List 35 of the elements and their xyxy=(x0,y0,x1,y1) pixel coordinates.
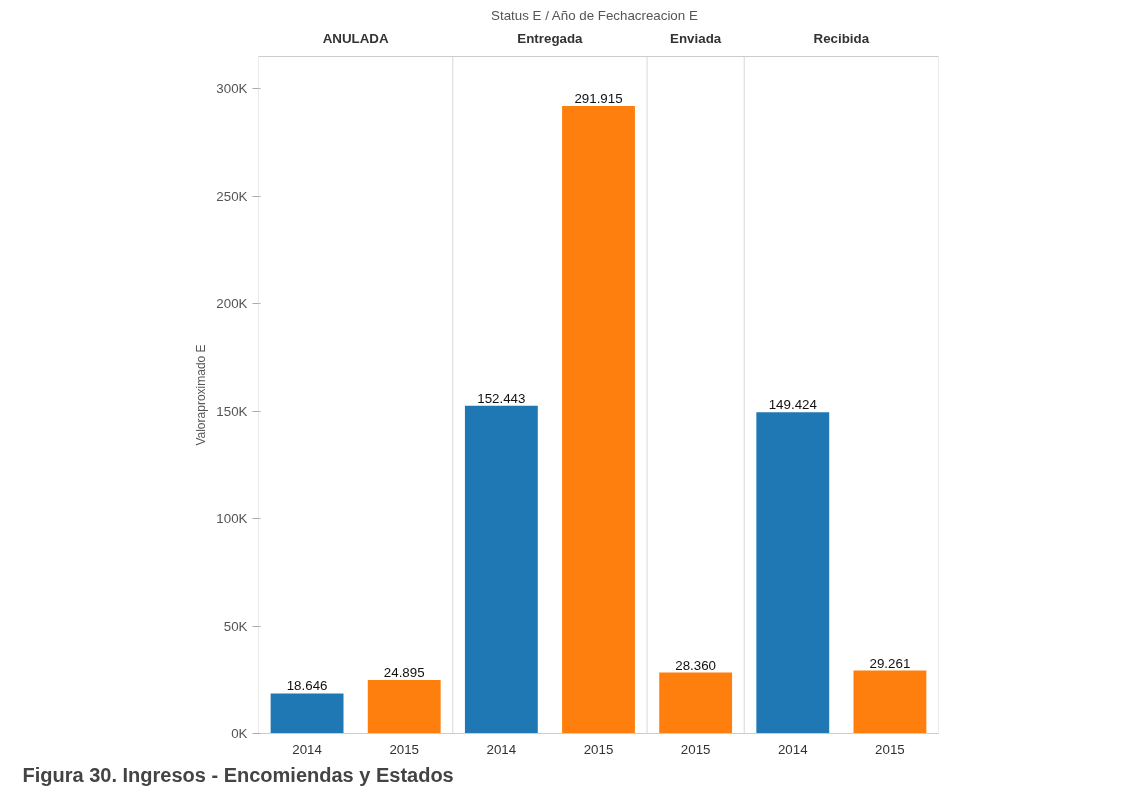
y-axis-title: Valoraproximado E xyxy=(194,344,209,446)
y-tick-label: 250K xyxy=(216,188,248,204)
y-tick-label: 50K xyxy=(223,618,248,634)
bar xyxy=(853,670,927,734)
text: Figura 30. Ingresos - Encomiendas y Estados xyxy=(22,763,454,786)
text: Enviada xyxy=(670,30,722,46)
text: Recibida xyxy=(813,30,870,46)
data-label: 149.424 xyxy=(768,397,818,413)
y-tick-label: 150K xyxy=(216,403,248,419)
y-tick-label: 300K xyxy=(216,81,248,97)
x-tick-label: 2014 xyxy=(777,741,809,757)
bar xyxy=(270,693,344,734)
data-label: 29.261 xyxy=(869,655,911,671)
data-label: 152.443 xyxy=(477,390,526,406)
bar xyxy=(562,106,635,734)
x-tick-label: 2015 xyxy=(875,741,905,757)
bar xyxy=(367,680,441,734)
y-tick-label: 100K xyxy=(216,511,248,527)
bar xyxy=(659,672,733,734)
x-tick-label: 2015 xyxy=(583,741,614,757)
x-tick-label: 2015 xyxy=(680,741,711,757)
data-label: 18.646 xyxy=(286,678,328,694)
data-label: 28.360 xyxy=(675,657,717,673)
x-tick-label: 2014 xyxy=(292,741,323,757)
x-tick-label: 2014 xyxy=(486,741,517,757)
data-label: 24.895 xyxy=(383,665,425,680)
x-tick-label: 2015 xyxy=(389,741,420,757)
text: Entregada xyxy=(517,30,584,46)
chart-title: Status E / Año de Fechacreacion E xyxy=(491,7,698,23)
text: ANULADA xyxy=(322,30,389,46)
bar xyxy=(464,405,538,734)
y-tick-label: 200K xyxy=(216,296,248,312)
bar xyxy=(756,412,830,734)
data-label: 291.915 xyxy=(574,91,623,107)
y-tick-label: 0K xyxy=(231,726,248,741)
